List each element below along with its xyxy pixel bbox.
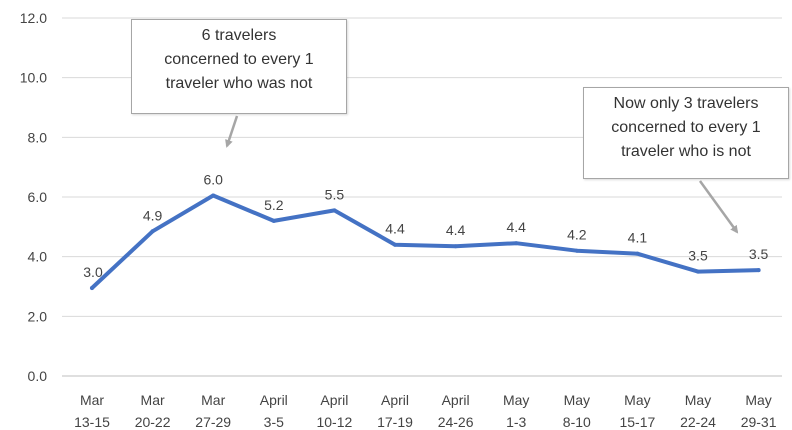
series-line-path [90, 193, 761, 290]
x-tick-label: April [260, 392, 288, 408]
data-labels: 3.0 4.9 6.0 5.2 5.5 4.4 4.4 4.4 4.2 4.1 3.5 3.5 [83, 172, 768, 280]
x-tick-label: 29-31 [741, 414, 777, 430]
data-point [90, 285, 94, 290]
data-point [514, 241, 519, 246]
x-axis-categories: Mar 13-15 Mar 20-22 Mar 27-29 April 3-5 April 10-… [74, 392, 777, 430]
data-label: 4.4 [506, 219, 526, 235]
x-tick-label: 17-19 [377, 414, 413, 430]
data-point [150, 229, 155, 234]
data-label: 5.5 [325, 186, 345, 202]
annotation-arrows [225, 115, 739, 234]
data-label: 6.0 [203, 172, 223, 188]
x-tick-label: 15-17 [619, 414, 655, 430]
callout-line: concerned to every 1 [611, 119, 761, 136]
data-point [453, 244, 458, 249]
callout-line: Now only 3 travelers [613, 95, 759, 112]
data-label: 4.9 [143, 207, 163, 223]
x-tick-label: April [442, 392, 470, 408]
x-tick-label: 27-29 [195, 414, 231, 430]
x-tick-label: 1-3 [506, 414, 526, 430]
y-tick-label: 10.0 [20, 70, 47, 86]
data-point [211, 193, 216, 198]
data-label: 4.4 [385, 221, 405, 237]
callout-line: traveler who was not [165, 75, 313, 92]
x-tick-label: May [685, 392, 711, 408]
x-tick-label: April [381, 392, 409, 408]
x-tick-label: Mar [141, 392, 165, 408]
data-label: 3.5 [688, 248, 708, 264]
data-label: 5.2 [264, 197, 284, 213]
data-point [574, 248, 579, 253]
y-tick-label: 12.0 [20, 10, 47, 26]
data-label: 4.4 [446, 222, 466, 238]
y-tick-label: 0.0 [28, 368, 48, 384]
x-tick-label: May [503, 392, 529, 408]
y-tick-label: 4.0 [28, 249, 48, 265]
annotation-callout-latest: Now only 3 travelers concerned to every … [583, 87, 789, 179]
y-tick-label: 6.0 [28, 189, 48, 205]
data-point [756, 268, 761, 273]
data-label: 3.5 [749, 246, 769, 262]
data-point [393, 242, 397, 247]
annotation-callout-peak: 6 travelers concerned to every 1 travele… [131, 19, 347, 114]
data-point [696, 269, 700, 274]
x-tick-label: Mar [80, 392, 104, 408]
callout-line: 6 travelers [201, 27, 277, 44]
x-tick-label: Mar [201, 392, 225, 408]
data-point [332, 208, 337, 213]
x-tick-label: April [320, 392, 348, 408]
x-tick-label: 22-24 [680, 414, 716, 430]
data-label: 3.0 [83, 264, 103, 280]
data-point [635, 251, 640, 256]
x-tick-label: 20-22 [135, 414, 171, 430]
data-point [271, 218, 276, 223]
x-tick-label: 24-26 [438, 414, 474, 430]
y-tick-label: 8.0 [28, 129, 48, 145]
x-tick-label: 13-15 [74, 414, 110, 430]
x-tick-label: May [745, 392, 771, 408]
callout-line: concerned to every 1 [164, 51, 314, 68]
x-tick-label: May [624, 392, 650, 408]
x-tick-label: May [564, 392, 590, 408]
data-label: 4.1 [628, 230, 648, 246]
x-tick-label: 8-10 [563, 414, 591, 430]
annotation-arrow [698, 180, 739, 234]
x-tick-label: 3-5 [264, 414, 284, 430]
x-tick-label: 10-12 [316, 414, 352, 430]
annotation-arrow [225, 115, 239, 148]
y-axis-ticks: 0.0 2.0 4.0 6.0 8.0 10.0 12.0 [20, 10, 47, 384]
y-tick-label: 2.0 [28, 308, 48, 324]
data-label: 4.2 [567, 227, 587, 243]
callout-line: traveler who is not [621, 143, 751, 160]
series-line [90, 193, 761, 290]
